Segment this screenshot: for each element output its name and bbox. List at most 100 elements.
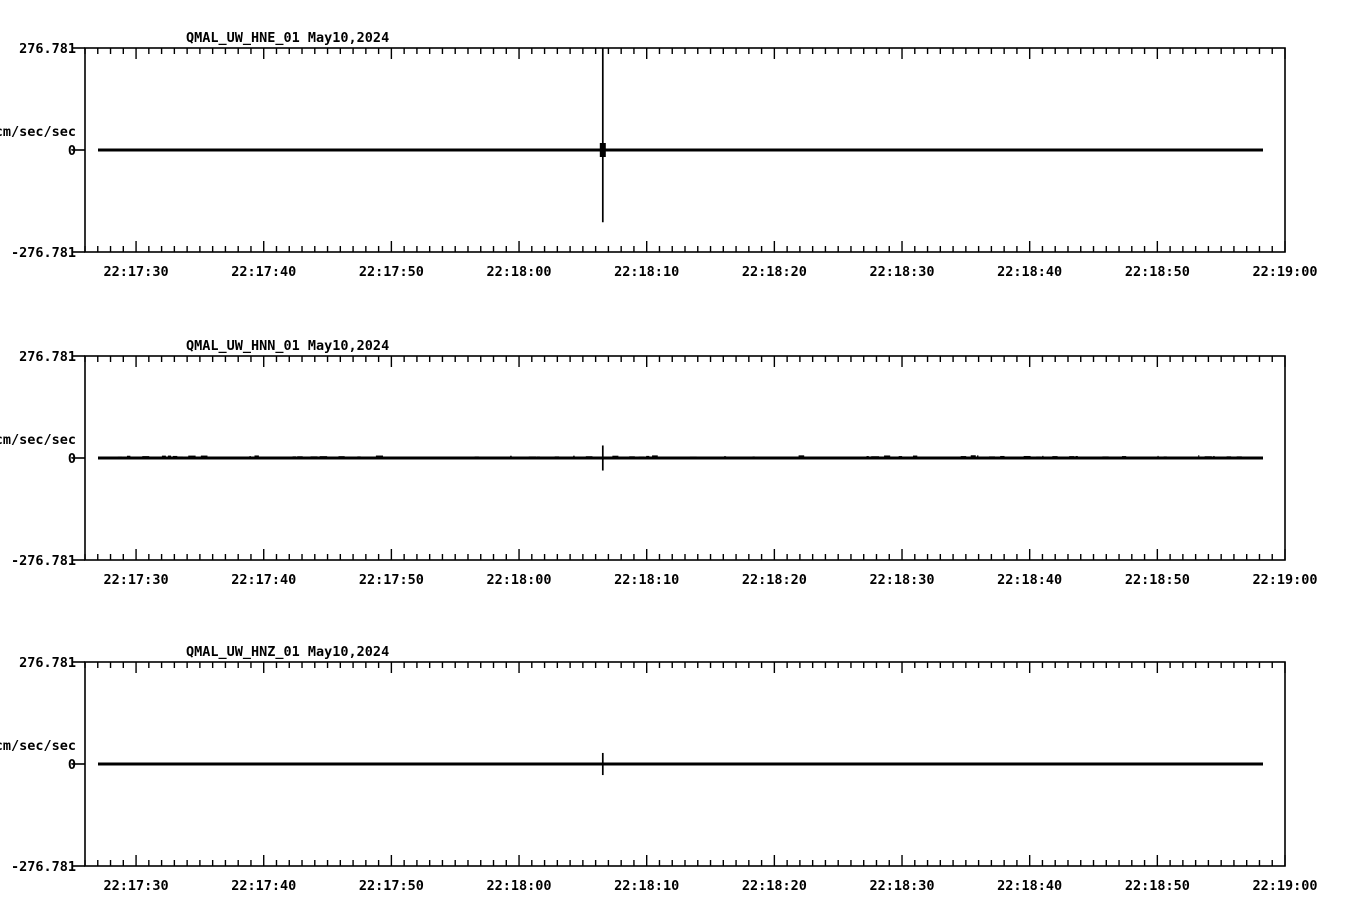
waveform-noise-sample	[554, 456, 560, 460]
waveform-noise-sample	[912, 455, 918, 460]
waveform-noise-sample	[1152, 457, 1157, 460]
waveform-noise-sample	[1188, 456, 1195, 460]
x-axis-tick-label: 22:17:50	[359, 572, 424, 588]
waveform-noise-sample	[415, 456, 421, 460]
x-axis-tick-label: 22:18:50	[1125, 264, 1190, 280]
waveform-noise-sample	[461, 456, 464, 460]
y-axis-unit-label: cm/sec/sec	[0, 738, 76, 754]
trace-title: QMAL_UW_HNZ_01 May10,2024	[186, 644, 389, 660]
waveform-noise-sample	[752, 456, 755, 460]
waveform-noise-sample	[172, 455, 178, 460]
seismogram-panel-hnn: 22:17:30 22:17:40 22:17:50 22:18:00 22:18:10…	[0, 318, 1358, 608]
waveform-noise-sample	[775, 456, 783, 460]
waveform-noise-sample	[1023, 455, 1031, 460]
waveform-noise-sample	[731, 456, 734, 460]
y-axis-min-label: -276.781	[11, 553, 76, 569]
x-axis-tick-label: 22:18:10	[614, 264, 679, 280]
waveform-noise-sample	[528, 456, 537, 460]
waveform-noise-sample	[1219, 456, 1223, 460]
waveform-noise-sample	[837, 456, 845, 460]
x-axis-tick-label: 22:18:40	[997, 878, 1062, 894]
waveform-noise-sample	[1042, 455, 1044, 460]
x-axis-tick-label: 22:17:40	[231, 572, 296, 588]
x-axis-tick-label: 22:18:30	[870, 878, 935, 894]
waveform-noise-sample	[1102, 456, 1109, 460]
waveform-noise-sample	[1069, 456, 1075, 460]
x-axis-tick-label: 22:18:10	[614, 878, 679, 894]
waveform-noise-sample	[1095, 457, 1098, 460]
waveform-noise-sample	[573, 455, 575, 460]
y-axis-max-label: 276.781	[19, 655, 76, 671]
waveform-noise-sample	[798, 455, 805, 460]
waveform-noise-sample	[142, 456, 150, 460]
waveform-noise-sample	[1130, 457, 1133, 460]
waveform-noise-sample	[167, 455, 172, 460]
waveform-noise-sample	[1121, 456, 1127, 460]
y-axis-max-label: 276.781	[19, 41, 76, 57]
waveform-noise-sample	[522, 457, 527, 460]
waveform-noise-sample	[629, 456, 635, 460]
waveform-noise-sample	[699, 456, 702, 460]
waveform-noise-sample	[161, 455, 166, 460]
waveform-noise-sample	[292, 456, 296, 460]
waveform-noise-sample	[612, 455, 619, 460]
x-axis-tick-label: 22:18:30	[870, 572, 935, 588]
waveform-noise-sample	[451, 457, 458, 460]
waveform-noise-sample	[845, 456, 847, 460]
waveform-noise-sample	[327, 456, 335, 460]
x-axis-tick-label: 22:18:00	[487, 572, 552, 588]
waveform-noise-sample	[126, 455, 131, 460]
waveform-noise-sample	[1007, 456, 1012, 460]
waveform-noise-sample	[474, 456, 479, 460]
x-axis-tick-label: 22:19:00	[1252, 878, 1317, 894]
trace-title: QMAL_UW_HNN_01 May10,2024	[186, 338, 389, 354]
waveform-noise-sample	[254, 455, 259, 460]
waveform-noise-sample	[297, 456, 303, 460]
waveform-noise-sample	[387, 456, 389, 460]
x-axis-tick-label: 22:18:30	[870, 264, 935, 280]
waveform-noise-sample	[937, 457, 943, 460]
waveform-noise-sample	[1052, 456, 1058, 460]
y-axis-min-label: -276.781	[11, 245, 76, 261]
x-axis-tick-label: 22:18:20	[742, 572, 807, 588]
waveform-trace	[98, 752, 1263, 776]
x-axis-tick-label: 22:19:00	[1252, 572, 1317, 588]
x-axis-tick-label: 22:18:40	[997, 264, 1062, 280]
waveform-noise-sample	[1075, 455, 1078, 460]
waveform-noise-sample	[652, 455, 658, 460]
waveform-noise-sample	[178, 456, 183, 460]
x-axis-tick-label: 22:19:00	[1252, 264, 1317, 280]
waveform-noise-sample	[970, 455, 976, 460]
waveform-event-marker	[599, 143, 606, 157]
y-axis-zero-label: 0	[68, 143, 76, 159]
y-axis-max-label: 276.781	[19, 349, 76, 365]
waveform-noise-sample	[108, 456, 111, 460]
seismogram-panel-hne: 22:17:30 22:17:40 22:17:50 22:18:00 22:18:10…	[0, 10, 1358, 300]
x-axis-tick-label: 22:18:00	[487, 878, 552, 894]
waveform-noise-sample	[1020, 456, 1024, 460]
seismogram-plot: 22:17:30 22:17:40 22:17:50 22:18:00 22:18:10…	[0, 30, 1318, 280]
y-axis-unit-label: cm/sec/sec	[0, 432, 76, 448]
waveform-noise-sample	[1172, 456, 1176, 460]
waveform-noise-sample	[662, 456, 670, 460]
waveform-trace	[98, 48, 1263, 223]
waveform-noise-sample	[919, 457, 923, 460]
x-axis-tick-label: 22:17:30	[104, 264, 169, 280]
waveform-noise-sample	[338, 456, 345, 460]
y-axis-unit-label: cm/sec/sec	[0, 124, 76, 140]
trace-title: QMAL_UW_HNE_01 May10,2024	[186, 30, 389, 46]
waveform-noise-sample	[1226, 456, 1232, 460]
waveform-noise-sample	[310, 456, 318, 460]
waveform-noise-sample	[884, 455, 891, 460]
waveform-noise-sample	[898, 456, 903, 460]
waveform-noise-sample	[200, 455, 208, 460]
waveform-noise-sample	[188, 455, 196, 460]
waveform-noise-sample	[117, 456, 122, 460]
waveform-noise-sample	[956, 456, 961, 460]
waveform-noise-sample	[605, 457, 609, 460]
waveform-noise-sample	[1236, 456, 1242, 460]
seismogram-panel-hnz: 22:17:30 22:17:40 22:17:50 22:18:00 22:18:10…	[0, 624, 1358, 914]
waveform-noise-sample	[243, 456, 248, 460]
x-axis-tick-label: 22:18:50	[1125, 878, 1190, 894]
waveform-trace	[98, 445, 1263, 471]
